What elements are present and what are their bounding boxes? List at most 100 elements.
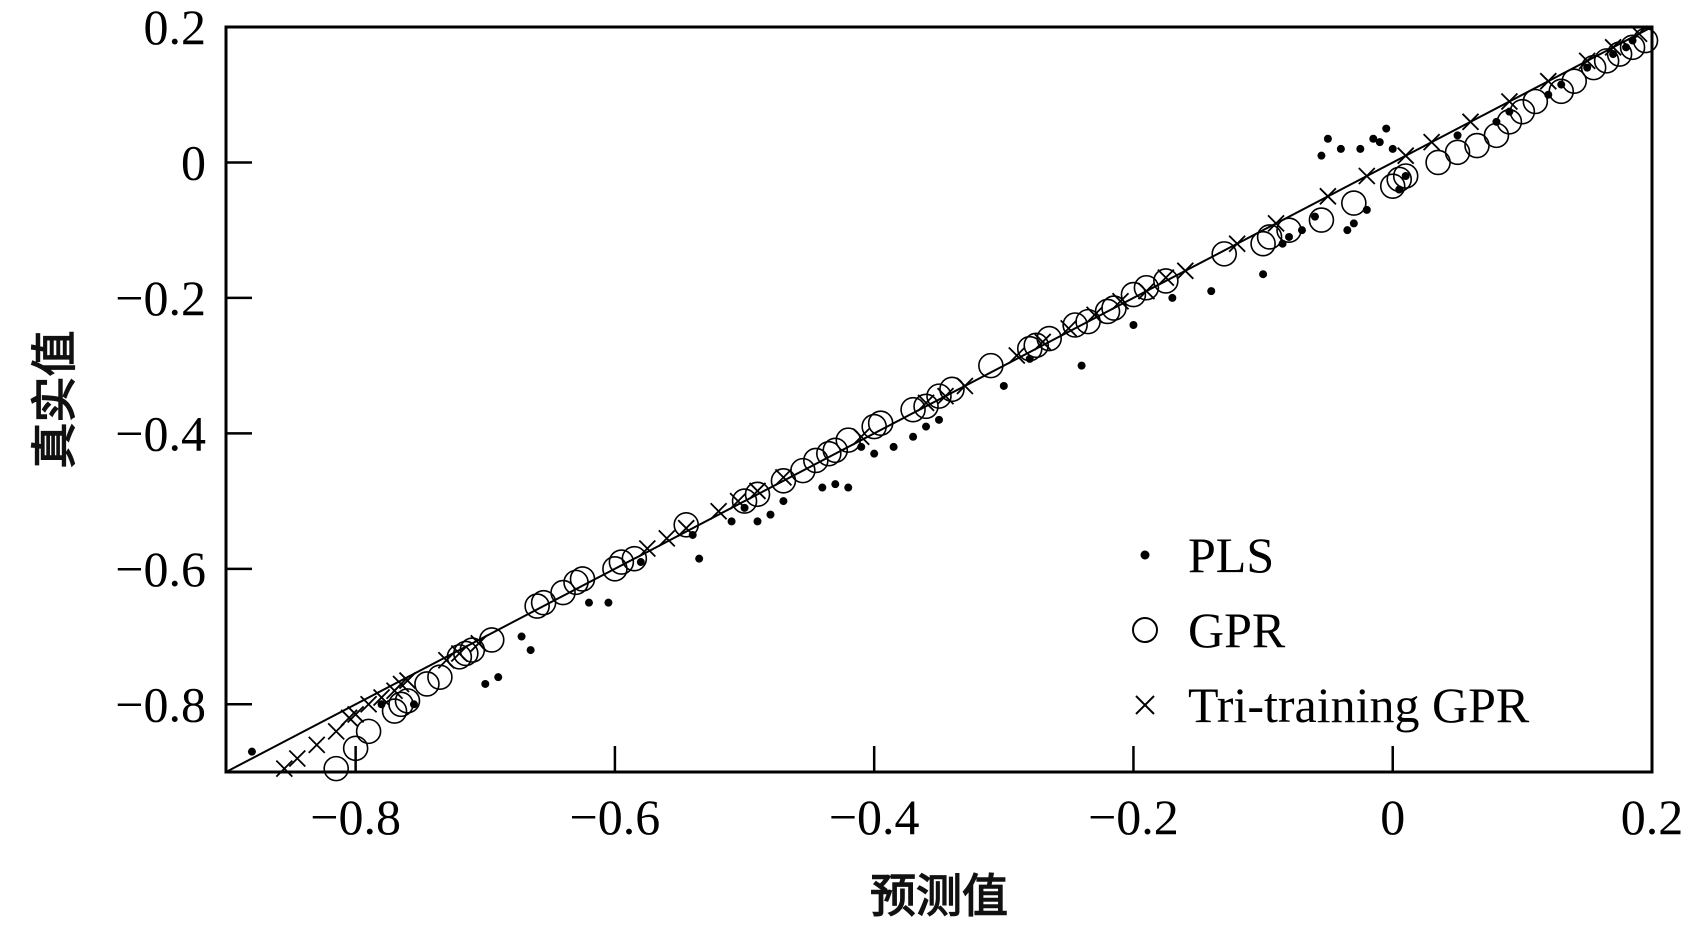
gpr-point: [1256, 224, 1283, 250]
gpr-point: [1386, 166, 1413, 193]
x-tick-label: 0.2: [1621, 789, 1684, 845]
legend-label-tri-training-gpr: Tri-training GPR: [1188, 677, 1530, 733]
series-tri-training-gpr: [275, 25, 1648, 778]
tri-training-gpr-point: [275, 759, 293, 778]
gpr-point: [1509, 98, 1536, 125]
gpr-point: [1496, 109, 1523, 135]
gpr-point: [1619, 34, 1646, 61]
pls-point: [494, 673, 503, 682]
pls-point: [481, 679, 490, 688]
pls-point: [1168, 293, 1177, 302]
plot-marks: [247, 25, 1659, 782]
gpr-point: [524, 593, 550, 619]
pls-point: [636, 558, 645, 567]
gpr-point: [1133, 274, 1160, 301]
pls-point: [922, 422, 931, 431]
gpr-point: [1062, 312, 1088, 338]
legend: PLS GPR Tri-training GPR: [1132, 527, 1530, 733]
pls-point: [1317, 151, 1326, 160]
pls-point: [1388, 144, 1397, 153]
gpr-point: [1548, 78, 1575, 105]
legend-marker-x: [1135, 695, 1155, 715]
gpr-point: [1153, 268, 1179, 294]
legend-item-tri-training-gpr: Tri-training GPR: [1135, 677, 1530, 733]
tri-training-gpr-point: [288, 749, 306, 768]
gpr-point: [550, 579, 576, 606]
gpr-point: [1392, 163, 1419, 189]
reference-line-y-equals-x: [225, 26, 1653, 773]
pls-point: [1310, 212, 1319, 221]
tri-training-gpr-point: [359, 695, 378, 713]
gpr-point: [323, 755, 349, 782]
gpr-point: [608, 549, 635, 575]
y-tick-label: −0.4: [115, 405, 206, 461]
tri-training-gpr-point: [308, 736, 326, 754]
gpr-point: [1341, 190, 1367, 216]
pls-point: [766, 510, 775, 519]
pls-point: [889, 442, 898, 451]
legend-label-gpr: GPR: [1188, 602, 1286, 658]
legend-marker-dot: [1140, 550, 1150, 560]
y-tick-label: −0.8: [115, 676, 206, 732]
pls-point: [584, 598, 593, 607]
gpr-point: [673, 511, 700, 538]
gpr-point: [978, 352, 1004, 379]
pls-point: [1336, 144, 1345, 153]
tri-training-gpr-point: [372, 688, 391, 707]
pls-point: [409, 700, 418, 709]
x-tick-label: −0.8: [310, 789, 401, 845]
pls-point: [695, 554, 704, 563]
pls-point: [844, 483, 853, 492]
gpr-point: [1023, 332, 1050, 359]
gpr-point: [900, 396, 926, 423]
y-tick-label: 0.2: [144, 0, 207, 55]
pls-point: [753, 517, 762, 526]
legend-marker-circle: [1132, 617, 1158, 643]
tri-training-gpr-point: [346, 705, 365, 724]
gpr-point: [1522, 88, 1549, 115]
y-tick-label: −0.6: [115, 541, 206, 597]
pls-point: [1259, 270, 1268, 279]
gpr-point: [1036, 325, 1062, 352]
pls-point: [1297, 226, 1306, 235]
gpr-point: [427, 664, 453, 690]
pls-point: [818, 483, 827, 492]
series-pls: [247, 36, 1637, 756]
pls-point: [1583, 63, 1592, 72]
pls-point: [1349, 219, 1358, 228]
gpr-point: [394, 688, 421, 714]
pls-point: [1382, 124, 1391, 133]
gpr-point: [1250, 230, 1276, 257]
y-tick-label: 0: [181, 134, 206, 190]
pls-point: [1207, 287, 1216, 296]
y-axis-ticks: 0.2 0 −0.2 −0.4 −0.6 −0.8: [115, 0, 252, 732]
x-axis-title: 预测值: [870, 869, 1008, 923]
legend-item-pls: PLS: [1140, 527, 1274, 583]
y-axis-title: 真实值: [28, 331, 82, 469]
pls-point: [779, 497, 788, 506]
gpr-point: [867, 410, 894, 437]
pls-point: [1285, 232, 1294, 241]
gpr-point: [822, 437, 849, 464]
pls-point: [1492, 117, 1501, 126]
gpr-point: [414, 671, 440, 697]
pls-point: [526, 646, 535, 655]
pls-point: [1323, 134, 1332, 143]
pls-point: [1401, 172, 1410, 180]
pls-point: [909, 432, 918, 441]
gpr-point: [913, 393, 939, 420]
gpr-point: [1444, 139, 1471, 166]
gpr-point: [1379, 173, 1406, 199]
y-tick-label: −0.2: [115, 270, 206, 326]
x-tick-label: −0.2: [1088, 789, 1179, 845]
gpr-point: [1276, 217, 1302, 243]
pls-point: [935, 415, 943, 424]
plot-frame: [224, 25, 1654, 774]
gpr-point: [816, 440, 842, 467]
pls-point: [1343, 226, 1352, 235]
gpr-point: [731, 488, 758, 514]
pls-point: [1505, 107, 1514, 116]
gpr-point: [1094, 298, 1121, 325]
series-gpr: [323, 27, 1659, 782]
